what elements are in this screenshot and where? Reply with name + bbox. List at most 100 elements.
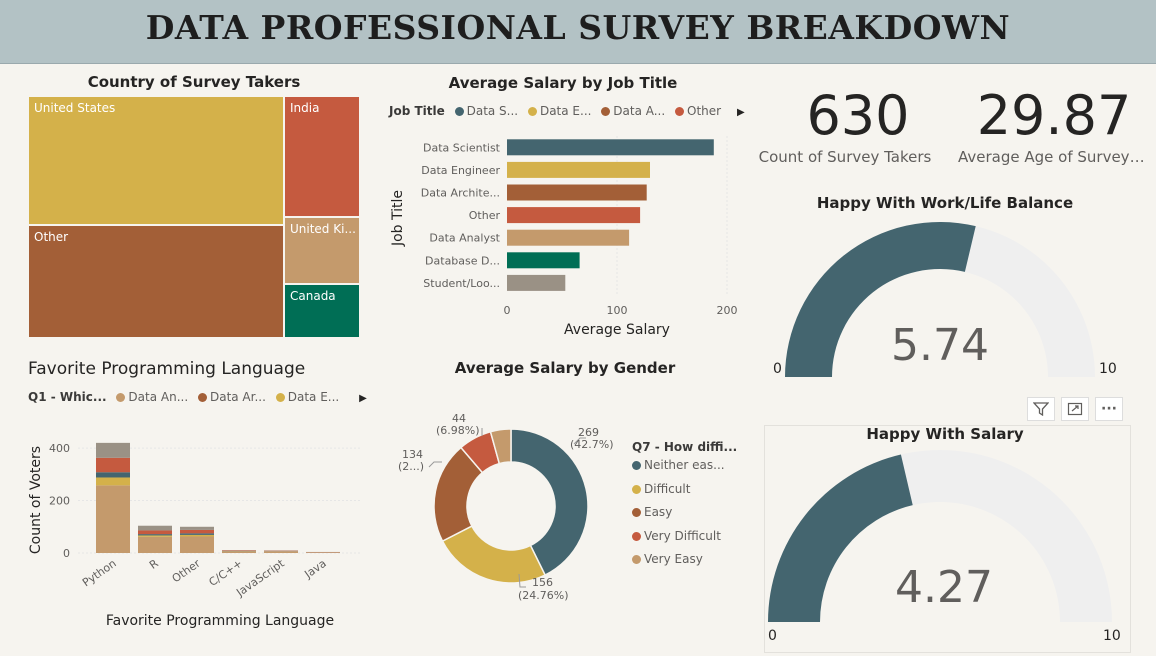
language-chart-title: Favorite Programming Language (28, 359, 306, 379)
gauge-work-life-max: 10 (1099, 361, 1117, 377)
bar[interactable] (507, 229, 630, 246)
data-label: 134 (402, 448, 423, 461)
legend-item[interactable]: Very Easy (632, 552, 737, 576)
bar[interactable] (507, 139, 714, 156)
legend-dot (632, 461, 641, 470)
legend-item[interactable]: Data An... (110, 390, 188, 404)
bar-segment[interactable] (96, 477, 130, 486)
legend-label: Difficult (644, 481, 691, 496)
language-legend: Q1 - Whic... Data An... Data Ar... Data … (28, 390, 367, 404)
tick-label: 100 (607, 304, 628, 317)
legend-dot (116, 393, 126, 402)
filter-icon[interactable] (1027, 397, 1055, 421)
legend-label: Data An... (128, 390, 189, 404)
bar-segment[interactable] (180, 536, 214, 553)
treemap-cell-united-kingdom[interactable]: United Ki... (284, 217, 360, 284)
gauge-work-life-value: 5.74 (891, 320, 989, 371)
focus-mode-icon[interactable] (1061, 397, 1089, 421)
legend-dot (632, 531, 641, 541)
legend-dot (527, 107, 537, 116)
category-label: R (147, 557, 161, 572)
legend-label: Very Easy (644, 552, 703, 566)
legend-dot (632, 555, 641, 564)
legend-item[interactable]: Very Difficult (632, 529, 737, 553)
bar-segment[interactable] (180, 533, 214, 535)
bar[interactable] (507, 252, 580, 269)
category-label: Database D... (425, 254, 500, 267)
treemap-cell-canada[interactable]: Canada (284, 284, 360, 338)
bar-segment[interactable] (96, 442, 130, 458)
legend-label: Other (687, 104, 722, 118)
donut-slice[interactable] (441, 525, 547, 584)
donut-legend: Q7 - How diffi... Neither eas... Difficu… (632, 440, 737, 576)
legend-dot (632, 484, 641, 494)
bar[interactable] (507, 161, 650, 178)
treemap-cell-united-states[interactable]: United States (28, 96, 284, 225)
bar-segment[interactable] (96, 472, 130, 478)
legend-dot (632, 508, 641, 517)
dashboard-title: DATA PROFESSIONAL SURVEY BREAKDOWN (145, 8, 1011, 47)
treemap-cell-other[interactable]: Other (28, 225, 284, 338)
legend-item[interactable]: Easy (632, 505, 737, 529)
category-label: Data Analyst (429, 232, 500, 245)
legend-item[interactable]: Data S... (449, 104, 518, 118)
bar[interactable] (507, 207, 641, 224)
category-label: Data Engineer (421, 164, 500, 177)
legend-item[interactable]: Data Ar... (192, 390, 266, 404)
bar-segment[interactable] (180, 534, 214, 537)
gauge-fill (768, 454, 913, 622)
bar-segment[interactable] (138, 535, 172, 537)
legend-dot (275, 393, 285, 402)
treemap-cell-india[interactable]: India (284, 96, 360, 217)
donut-slice[interactable] (510, 428, 589, 577)
category-label: Other (170, 557, 203, 586)
legend-item[interactable]: Other (669, 104, 721, 118)
bar-segment[interactable] (138, 534, 172, 536)
donut-slice[interactable] (489, 428, 512, 465)
category-label: Data Archite... (421, 187, 500, 200)
legend-item[interactable]: Data E... (270, 390, 340, 404)
bar-segment[interactable] (306, 552, 340, 553)
legend-item[interactable]: Difficult (632, 482, 737, 506)
bar-segment[interactable] (264, 550, 298, 552)
bar-segment[interactable] (180, 526, 214, 530)
gauge-salary-title: Happy With Salary (866, 425, 1024, 443)
bar-segment[interactable] (138, 525, 172, 531)
tick-label: 400 (49, 442, 70, 455)
legend-item[interactable]: Neither eas... (632, 458, 737, 482)
treemap-label: United Ki... (290, 222, 356, 236)
tick-label: 200 (717, 304, 738, 317)
gauge-salary-max: 10 (1103, 628, 1121, 644)
bar[interactable] (507, 184, 647, 201)
data-label: 156 (532, 576, 553, 589)
bar-segment[interactable] (138, 536, 172, 553)
bar-segment[interactable] (222, 550, 256, 551)
x-axis-title: Favorite Programming Language (106, 613, 334, 629)
treemap-label: India (290, 101, 320, 115)
legend-item[interactable]: Data A... (595, 104, 665, 118)
bar-segment[interactable] (96, 457, 130, 473)
legend-next-arrow-icon[interactable]: ▶ (359, 393, 367, 404)
more-options-icon[interactable]: ··· (1095, 397, 1123, 421)
y-axis-title: Count of Voters (28, 446, 44, 554)
donut-chart-title: Average Salary by Gender (454, 359, 676, 377)
bar-segment[interactable] (180, 529, 214, 534)
treemap-label: Other (34, 230, 69, 244)
bar-segment[interactable] (96, 485, 130, 553)
legend-next-arrow-icon[interactable]: ▶ (736, 107, 745, 118)
gauge-work-life[interactable] (760, 216, 1130, 386)
legend-title: Job Title (389, 104, 445, 118)
legend-item[interactable]: Data E... (522, 104, 591, 118)
bar-segment[interactable] (138, 530, 172, 535)
legend-dot (675, 107, 685, 116)
gauge-salary[interactable] (760, 446, 1130, 626)
legend-dot (454, 107, 464, 116)
data-label: (42.7%) (570, 438, 614, 451)
country-treemap[interactable]: United States Other India United Ki... C… (28, 96, 360, 338)
treemap-label: United States (34, 101, 116, 115)
legend-title: Q7 - How diffi... (632, 440, 738, 454)
bar-segment[interactable] (264, 551, 298, 553)
bar-segment[interactable] (222, 551, 256, 553)
legend-label: Data E... (287, 390, 340, 404)
bar[interactable] (507, 274, 566, 291)
